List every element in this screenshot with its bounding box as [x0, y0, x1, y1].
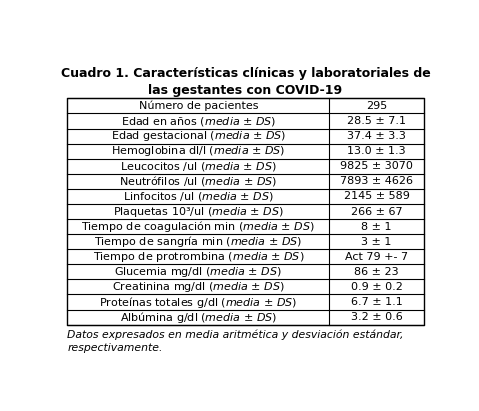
- Text: 0.9 ± 0.2: 0.9 ± 0.2: [351, 282, 402, 292]
- Text: Hemoglobina dl/l ($\mathit{media}$ ± $\mathit{DS}$): Hemoglobina dl/l ($\mathit{media}$ ± $\m…: [111, 144, 285, 158]
- Text: Datos expresados en media aritmética y desviación estándar,
respectivamente.: Datos expresados en media aritmética y d…: [67, 329, 404, 353]
- Text: 295: 295: [366, 101, 387, 111]
- Text: Tiempo de protrombina ($\mathit{media}$ ± $\mathit{DS}$): Tiempo de protrombina ($\mathit{media}$ …: [92, 250, 304, 264]
- Text: 13.0 ± 1.3: 13.0 ± 1.3: [347, 146, 406, 156]
- Text: 37.4 ± 3.3: 37.4 ± 3.3: [347, 131, 406, 141]
- Text: Tiempo de sangría min ($\mathit{media}$ ± $\mathit{DS}$): Tiempo de sangría min ($\mathit{media}$ …: [94, 234, 302, 249]
- Text: Albúmina g/dl ($\mathit{media}$ ± $\mathit{DS}$): Albúmina g/dl ($\mathit{media}$ ± $\math…: [120, 309, 277, 325]
- Text: Tiempo de coagulación min ($\mathit{media}$ ± $\mathit{DS}$): Tiempo de coagulación min ($\mathit{medi…: [81, 219, 315, 234]
- Text: 3 ± 1: 3 ± 1: [361, 237, 392, 247]
- Text: Edad gestacional ($\mathit{media}$ ± $\mathit{DS}$): Edad gestacional ($\mathit{media}$ ± $\m…: [111, 129, 286, 143]
- Text: 9825 ± 3070: 9825 ± 3070: [340, 161, 413, 171]
- Text: 266 ± 67: 266 ± 67: [351, 206, 402, 217]
- Text: 8 ± 1: 8 ± 1: [361, 222, 392, 231]
- Text: 86 ± 23: 86 ± 23: [354, 267, 399, 277]
- Text: Leucocitos /ul ($\mathit{media}$ ± $\mathit{DS}$): Leucocitos /ul ($\mathit{media}$ ± $\mat…: [120, 160, 276, 173]
- Text: Edad en años ($\mathit{media}$ ± $\mathit{DS}$): Edad en años ($\mathit{media}$ ± $\mathi…: [121, 115, 276, 127]
- Text: Proteínas totales g/dl ($\mathit{media}$ ± $\mathit{DS}$): Proteínas totales g/dl ($\mathit{media}$…: [99, 295, 297, 309]
- Text: Creatinina mg/dl ($\mathit{media}$ ± $\mathit{DS}$): Creatinina mg/dl ($\mathit{media}$ ± $\m…: [112, 280, 285, 294]
- Text: 28.5 ± 7.1: 28.5 ± 7.1: [347, 116, 406, 126]
- Text: Plaquetas 10³/ul ($\mathit{media}$ ± $\mathit{DS}$): Plaquetas 10³/ul ($\mathit{media}$ ± $\m…: [113, 205, 284, 219]
- Text: 2145 ± 589: 2145 ± 589: [343, 192, 410, 201]
- Text: Linfocitos /ul ($\mathit{media}$ ± $\mathit{DS}$): Linfocitos /ul ($\mathit{media}$ ± $\mat…: [123, 190, 274, 203]
- Text: Neutrófilos /ul ($\mathit{media}$ ± $\mathit{DS}$): Neutrófilos /ul ($\mathit{media}$ ± $\ma…: [119, 174, 277, 188]
- Text: Número de pacientes: Número de pacientes: [138, 101, 258, 111]
- Text: Cuadro 1. Características clínicas y laboratoriales de
las gestantes con COVID-1: Cuadro 1. Características clínicas y lab…: [61, 67, 430, 97]
- Text: 7893 ± 4626: 7893 ± 4626: [340, 176, 413, 186]
- Text: Glucemia mg/dl ($\mathit{media}$ ± $\mathit{DS}$): Glucemia mg/dl ($\mathit{media}$ ± $\mat…: [114, 265, 282, 279]
- Text: Act 79 +- 7: Act 79 +- 7: [345, 252, 408, 262]
- Text: 3.2 ± 0.6: 3.2 ± 0.6: [351, 312, 402, 322]
- Text: 6.7 ± 1.1: 6.7 ± 1.1: [351, 297, 402, 307]
